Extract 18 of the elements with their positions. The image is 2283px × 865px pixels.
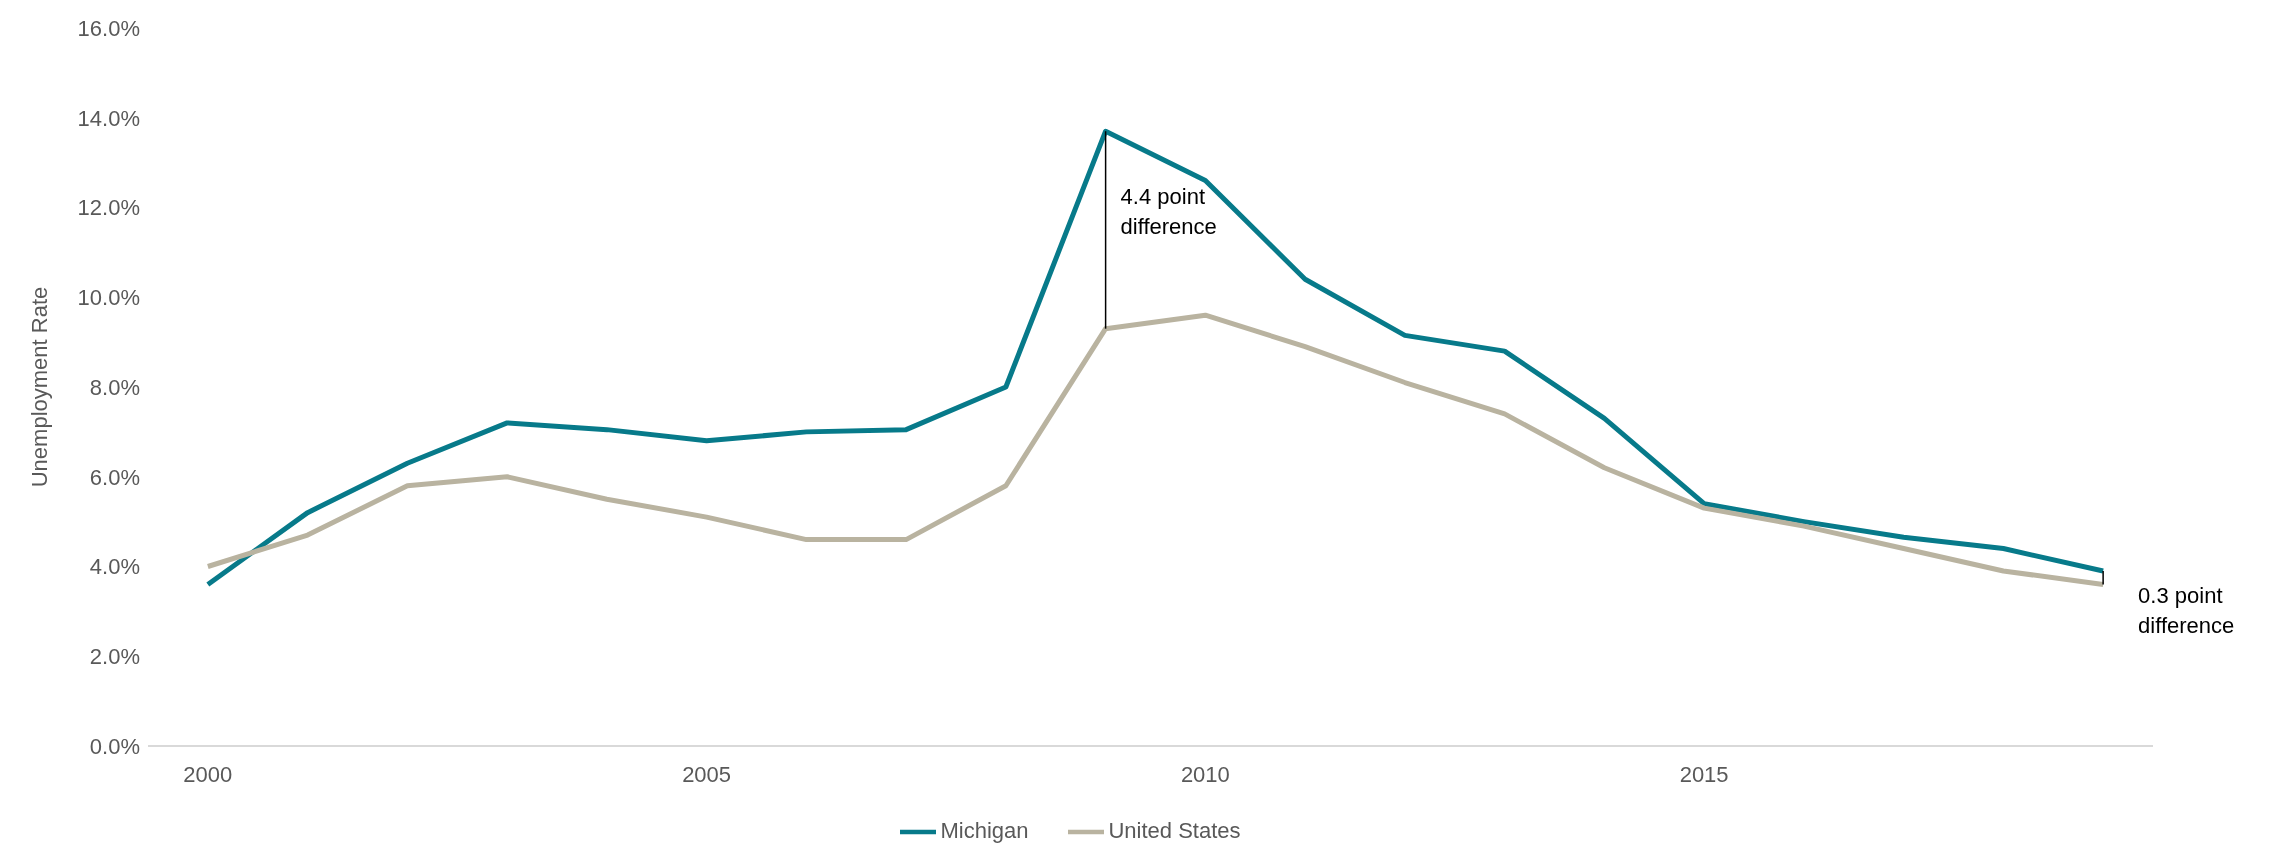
- x-tick-label: 2010: [1180, 761, 1230, 787]
- y-tick-label: 16.0%: [77, 15, 140, 41]
- y-tick-label: 2.0%: [89, 644, 140, 670]
- y-tick-label: 14.0%: [77, 105, 140, 131]
- y-tick-label: 8.0%: [89, 374, 140, 400]
- annotation: 4.4 point difference: [1120, 183, 1217, 239]
- legend-label: Michigan: [940, 817, 1029, 843]
- annotation: 0.3 point difference: [2138, 583, 2235, 639]
- y-tick-label: 12.0%: [77, 195, 140, 221]
- x-tick-label: 2015: [1679, 761, 1729, 787]
- y-tick-label: 4.0%: [89, 554, 140, 580]
- y-tick-label: 10.0%: [77, 285, 140, 311]
- y-tick-label: 6.0%: [89, 464, 140, 490]
- legend-label: United States: [1108, 817, 1241, 843]
- x-tick-label: 2000: [183, 761, 233, 787]
- y-tick-label: 0.0%: [89, 733, 140, 759]
- x-tick-label: 2005: [682, 761, 732, 787]
- y-axis-title: Unemployment Rate: [26, 286, 52, 488]
